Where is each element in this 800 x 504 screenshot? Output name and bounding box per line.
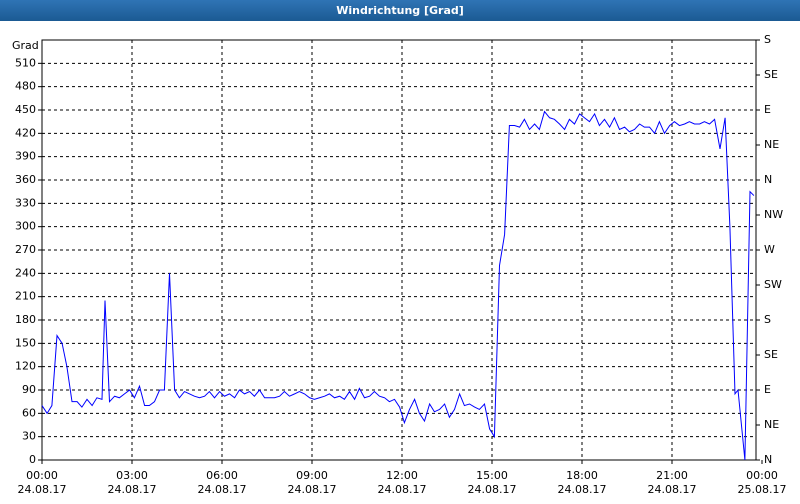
x-tick-label: 09:00 — [296, 469, 328, 482]
y-tick-label: 120 — [15, 360, 36, 373]
title-bar — [0, 0, 800, 21]
x-tick-label: 18:00 — [566, 469, 598, 482]
x-tick-label: 12:00 — [386, 469, 418, 482]
y2-tick-label: E — [764, 383, 771, 396]
y2-tick-label: N — [764, 453, 772, 466]
y-tick-label: 240 — [15, 266, 36, 279]
y-tick-label: 0 — [29, 453, 36, 466]
y2-tick-label: S — [764, 33, 771, 46]
y2-tick-label: N — [764, 173, 772, 186]
x-tick-label: 06:00 — [206, 469, 238, 482]
x-tick-date: 24.08.17 — [648, 483, 697, 496]
x-tick-date: 24.08.17 — [468, 483, 517, 496]
y-tick-label: 480 — [15, 80, 36, 93]
y2-tick-label: SE — [764, 348, 778, 361]
x-tick-date: 24.08.17 — [288, 483, 337, 496]
y-tick-label: 450 — [15, 103, 36, 116]
y2-tick-label: SW — [764, 278, 782, 291]
y-tick-label: 330 — [15, 196, 36, 209]
x-tick-date: 24.08.17 — [558, 483, 607, 496]
y-tick-label: 420 — [15, 126, 36, 139]
y-axis-label: Grad — [12, 39, 39, 52]
x-tick-date: 24.08.17 — [108, 483, 157, 496]
x-tick-label: 15:00 — [476, 469, 508, 482]
data-line — [41, 110, 755, 461]
y2-tick-label: SE — [764, 68, 778, 81]
y-tick-label: 390 — [15, 150, 36, 163]
x-tick-label: 00:00 — [26, 469, 58, 482]
y2-tick-label: NE — [764, 138, 779, 151]
y-tick-label: 180 — [15, 313, 36, 326]
y-tick-label: 210 — [15, 290, 36, 303]
y-tick-label: 30 — [22, 430, 36, 443]
y-tick-label: 270 — [15, 243, 36, 256]
x-tick-label: 03:00 — [116, 469, 148, 482]
y2-tick-label: NE — [764, 418, 779, 431]
y-tick-label: 300 — [15, 220, 36, 233]
y-tick-label: 60 — [22, 406, 36, 419]
y2-tick-label: W — [764, 243, 775, 256]
y2-tick-label: NW — [764, 208, 783, 221]
x-tick-date: 24.08.17 — [198, 483, 247, 496]
x-tick-label: 21:00 — [656, 469, 688, 482]
y-tick-label: 360 — [15, 173, 36, 186]
y-tick-label: 510 — [15, 56, 36, 69]
x-tick-date: 24.08.17 — [378, 483, 427, 496]
chart-title: Windrichtung [Grad] — [336, 4, 464, 17]
x-tick-label: 00:00 — [746, 469, 778, 482]
y-tick-label: 90 — [22, 383, 36, 396]
y2-tick-label: S — [764, 313, 771, 326]
y-tick-label: 150 — [15, 336, 36, 349]
x-tick-date: 24.08.17 — [18, 483, 67, 496]
x-tick-date: 25.08.17 — [738, 483, 787, 496]
y2-tick-label: E — [764, 103, 771, 116]
